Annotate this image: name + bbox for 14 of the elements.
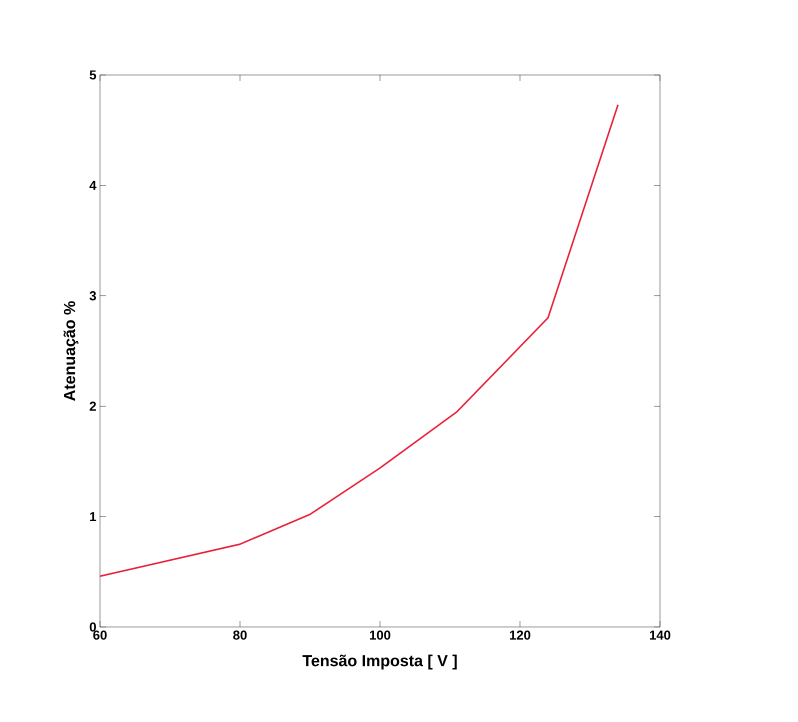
x-tick-label: 100 (370, 630, 390, 640)
x-tick-label: 80 (233, 630, 247, 640)
x-tick-label: 60 (93, 630, 107, 640)
y-tick-label: 4 (89, 180, 96, 190)
x-axis-title: Tensão Imposta [ V ] (302, 654, 457, 670)
x-tick-label: 120 (510, 630, 530, 640)
y-tick-label: 3 (90, 291, 96, 300)
y-tick-label: 0 (90, 622, 96, 632)
y-axis-title: Atenuação % (64, 301, 78, 401)
y-tick-label: 1 (90, 512, 96, 522)
y-tick-label: 2 (90, 402, 96, 411)
line-series (100, 104, 619, 578)
x-tick-label: 140 (650, 630, 670, 640)
y-tick-label: 5 (90, 70, 96, 80)
